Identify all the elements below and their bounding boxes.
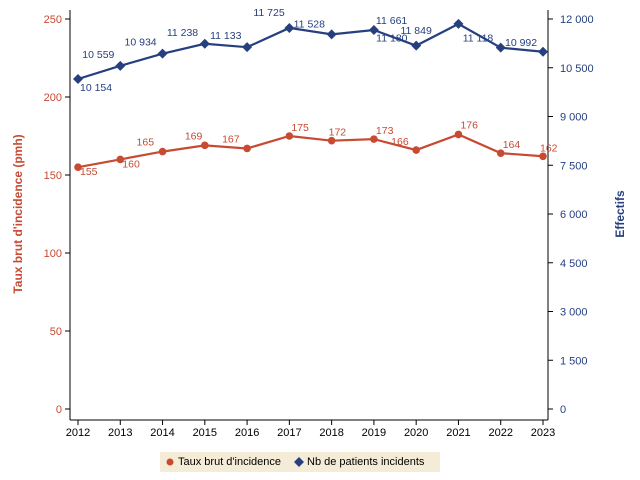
data-point-taux [74,163,82,171]
data-label-taux: 173 [376,125,394,137]
x-tick-label: 2020 [404,427,428,439]
data-label-taux: 167 [222,133,240,145]
data-label-effectifs: 10 154 [80,82,112,94]
left-tick-label: 100 [44,248,62,260]
data-point-effectifs [453,18,464,29]
data-point-taux [201,141,209,150]
data-label-effectifs: 11 725 [253,7,284,19]
x-tick-label: 2023 [531,427,555,439]
data-point-effectifs [199,38,210,49]
legend-label-taux: Taux brut d'incidence [178,456,281,468]
data-label-taux: 172 [329,127,347,139]
data-label-taux: 165 [137,137,155,149]
x-tick-label: 2018 [319,427,343,439]
data-point-effectifs [368,25,379,36]
data-label-taux: 164 [503,139,521,151]
data-point-effectifs [538,46,548,57]
data-point-effectifs [495,42,506,53]
data-point-taux [412,146,420,154]
data-point-taux [370,135,378,143]
left-tick-label: 50 [50,326,62,338]
right-tick-label: 9 000 [560,112,588,124]
x-tick-label: 2012 [66,427,90,439]
data-point-effectifs [157,48,168,59]
data-point-effectifs [284,22,295,33]
right-tick-label: 12 000 [560,14,594,26]
data-point-taux [327,136,336,145]
data-label-effectifs: 11 133 [210,30,241,42]
data-label-effectifs: 11 118 [463,33,494,45]
data-label-taux: 162 [540,142,558,154]
data-label-effectifs: 11 180 [376,33,407,45]
data-label-taux: 169 [185,130,203,142]
legend-label-effectifs: Nb de patients incidents [307,456,425,468]
left-tick-label: 0 [56,404,62,416]
x-tick-label: 2022 [488,427,512,439]
series-line-effectifs [77,22,544,81]
legend-marker-diamond-icon [294,457,304,467]
data-point-taux [116,155,125,164]
data-label-taux: 176 [460,119,478,131]
right-tick-label: 4 500 [560,258,588,270]
data-point-effectifs [411,40,422,51]
data-label-effectifs: 11 849 [400,25,431,37]
right-tick-label: 1 500 [560,355,588,367]
left-tick-label: 250 [44,14,62,26]
data-label-taux: 160 [122,158,140,170]
data-point-taux [454,130,463,139]
data-label-effectifs: 10 559 [82,49,114,61]
legend-item-taux: Taux brut d'incidence [164,456,287,468]
data-label-taux: 166 [391,136,409,148]
right-tick-label: 3 000 [560,307,588,319]
right-tick-label: 0 [560,404,566,416]
data-label-taux: 175 [291,122,309,134]
right-tick-label: 6 000 [560,209,588,221]
x-tick-label: 2021 [446,427,470,439]
left-tick-label: 200 [44,92,62,104]
legend-marker-circle-icon [166,458,174,466]
legend-item-effectifs: Nb de patients incidents [293,456,430,468]
data-label-effectifs: 10 992 [505,37,537,49]
data-point-effectifs [115,60,126,71]
data-label-effectifs: 11 528 [294,18,325,30]
data-point-effectifs [326,29,337,40]
x-tick-label: 2014 [150,427,174,439]
data-label-effectifs: 10 934 [125,37,157,49]
x-tick-label: 2015 [193,427,217,439]
right-tick-label: 7 500 [560,160,588,172]
x-tick-label: 2013 [108,427,132,439]
x-tick-label: 2019 [362,427,386,439]
data-label-effectifs: 11 238 [167,27,198,39]
right-tick-label: 10 500 [560,63,594,75]
x-tick-label: 2016 [235,427,259,439]
left-axis-title: Taux brut d'incidence (pmh) [11,134,25,293]
right-axis-title: Effectifs [613,190,627,238]
series-line-taux [77,133,544,169]
data-point-taux [285,132,294,140]
data-point-taux [158,147,167,156]
data-point-effectifs [242,42,253,53]
legend: Taux brut d'incidence Nb de patients inc… [160,452,441,472]
data-point-taux [243,144,251,153]
data-point-taux [539,152,547,161]
data-point-taux [496,149,505,157]
data-label-taux: 155 [80,166,98,178]
data-point-effectifs [73,73,83,84]
data-label-effectifs: 11 661 [376,15,407,27]
x-tick-label: 2017 [277,427,301,439]
left-tick-label: 150 [44,170,62,182]
